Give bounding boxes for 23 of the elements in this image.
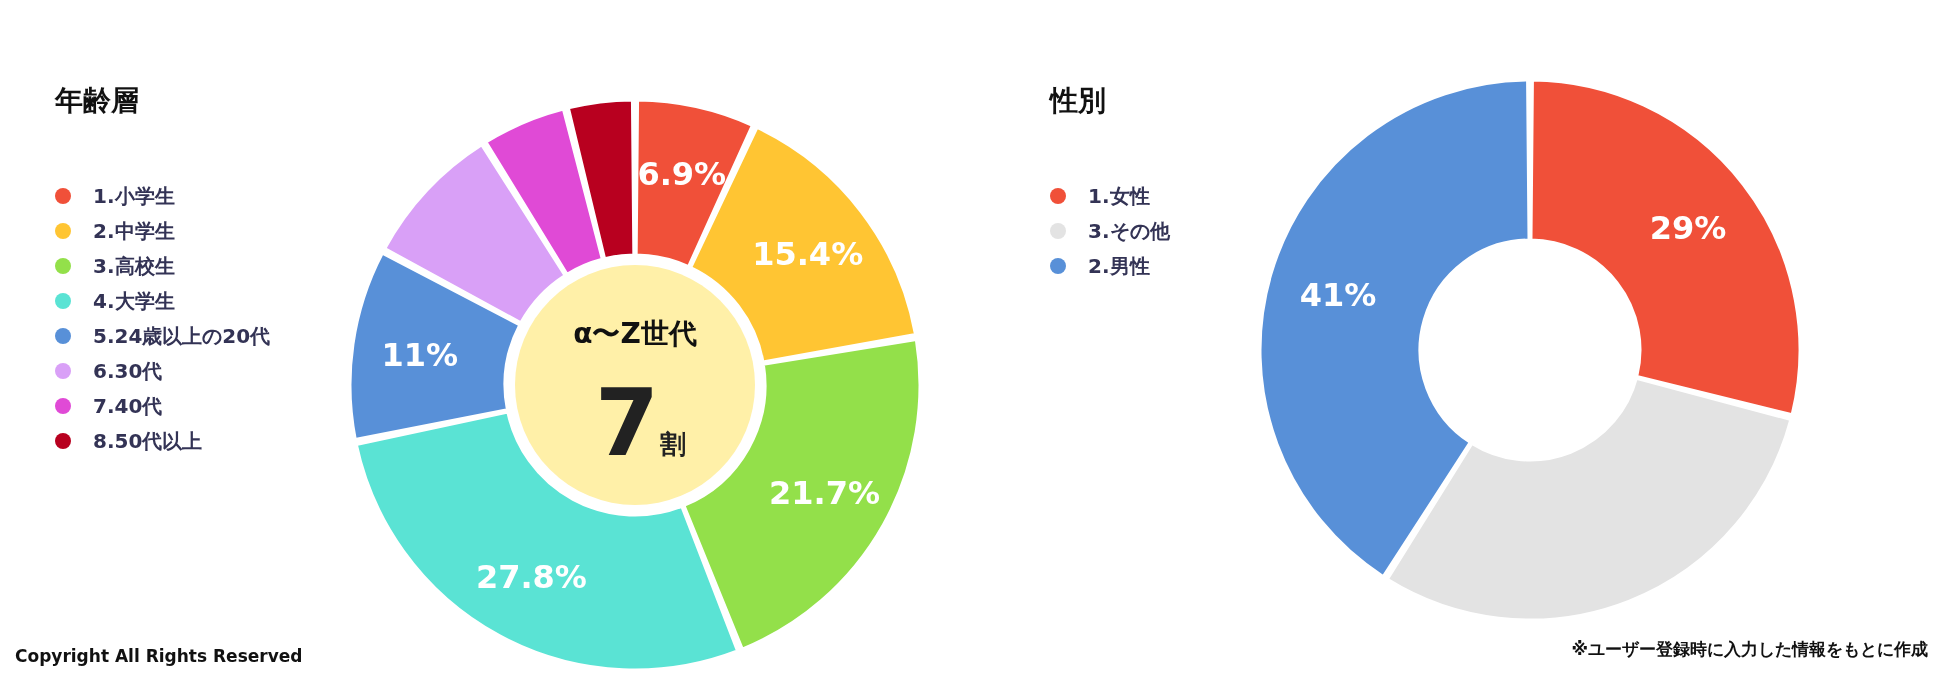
legend-label: 3.その他: [1088, 219, 1171, 243]
legend-label: 4.大学生: [93, 289, 175, 313]
data-label: 11%: [381, 335, 459, 374]
legend-label: 2.男性: [1088, 254, 1150, 278]
data-label: 41%: [1299, 276, 1377, 315]
data-label: 27.8%: [475, 558, 587, 597]
legend-label: 1.小学生: [93, 184, 175, 208]
legend-label: 7.40代: [93, 394, 163, 418]
text: α〜Z世代: [573, 317, 697, 350]
chart-title: 年齢層: [54, 84, 139, 117]
legend-label: 1.女性: [1088, 184, 1150, 208]
legend-label: 5.24歳以上の20代: [93, 324, 271, 348]
legend-label: 8.50代以上: [93, 429, 203, 453]
legend-label: 6.30代: [93, 359, 163, 383]
text: ※ユーザー登録時に入力した情報をもとに作成: [1571, 639, 1928, 659]
legend-label: 3.高校生: [93, 254, 175, 278]
data-label: 21.7%: [769, 473, 881, 512]
legend-label: 2.中学生: [93, 219, 175, 243]
text: Copyright All Rights Reserved: [15, 646, 303, 666]
chart-title: 性別: [1048, 84, 1106, 117]
data-label: 6.9%: [637, 154, 727, 193]
data-label: 15.4%: [752, 234, 864, 273]
data-label: 29%: [1649, 209, 1727, 248]
